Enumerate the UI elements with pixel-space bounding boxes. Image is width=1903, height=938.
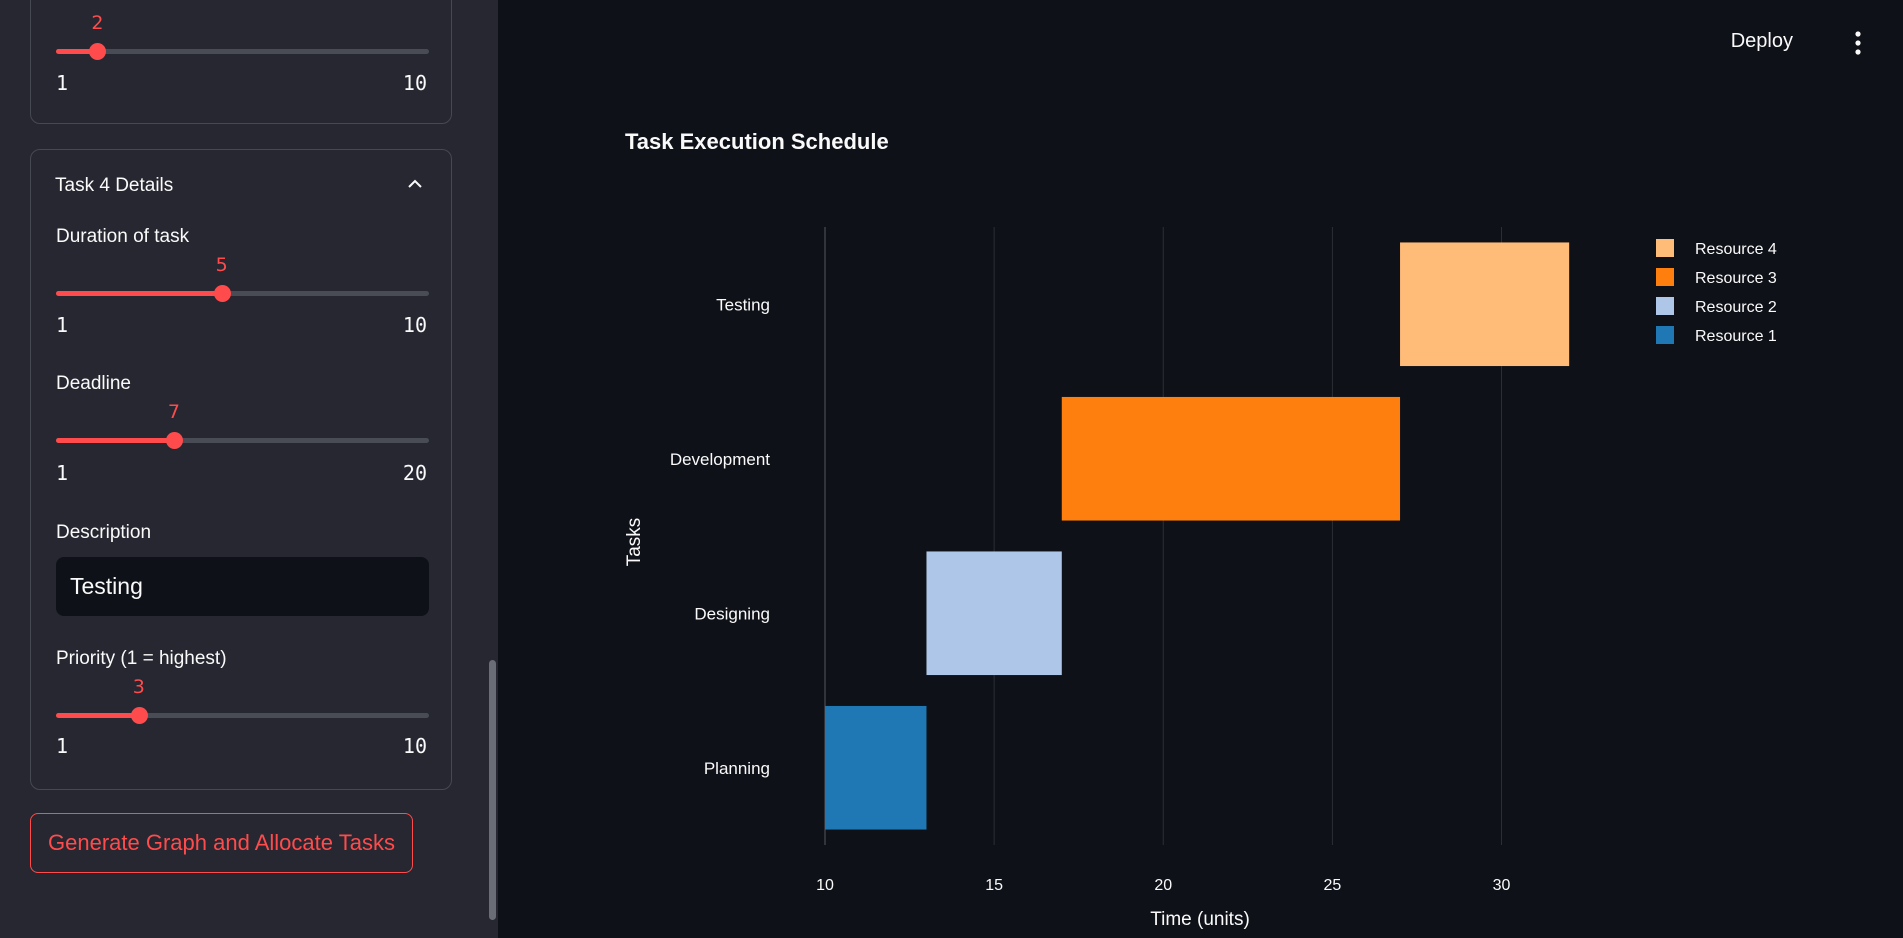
slider-thumb[interactable]: [130, 707, 148, 724]
legend-label: Resource 3: [1695, 270, 1777, 287]
chevron-up-icon[interactable]: [405, 174, 425, 194]
legend-swatch: [1656, 297, 1674, 315]
x-tick-label: 25: [1323, 877, 1341, 894]
slider-value: 2: [91, 12, 104, 34]
slider-fill: [56, 49, 98, 54]
legend-label: Resource 4: [1695, 241, 1777, 258]
chart-grid: [824, 227, 1503, 845]
deploy-button[interactable]: Deploy: [1730, 30, 1793, 52]
chart-bars: [825, 242, 1570, 830]
slider-value: 7: [167, 401, 180, 423]
legend-label: Resource 2: [1695, 299, 1777, 316]
sidebar: 2 1 10 Task 4 Details Duration of task 5…: [0, 0, 498, 938]
sidebar-scrollbar[interactable]: [489, 660, 496, 920]
slider-value: 5: [215, 254, 228, 276]
task4-expander-header[interactable]: Task 4 Details: [55, 175, 174, 196]
y-tick-labels: Planning Designing Development Testing: [670, 295, 770, 778]
y-tick-label: Development: [670, 450, 770, 469]
slider-max: 10: [402, 313, 427, 337]
legend-label: Resource 1: [1695, 328, 1777, 345]
bar-designing[interactable]: [926, 551, 1062, 676]
bar-planning[interactable]: [825, 705, 927, 830]
bar-testing[interactable]: [1400, 242, 1570, 367]
description-input[interactable]: Testing: [56, 557, 429, 616]
legend-swatch: [1656, 239, 1674, 257]
more-options-icon[interactable]: [1853, 30, 1863, 56]
x-axis-label: Time (units): [1150, 909, 1250, 930]
y-tick-label: Planning: [704, 759, 770, 778]
x-tick-label: 20: [1154, 877, 1172, 894]
deadline-slider[interactable]: 7: [56, 401, 429, 449]
duration-slider[interactable]: 5: [56, 254, 429, 302]
y-axis-label: Tasks: [624, 518, 645, 567]
chart-title: Task Execution Schedule: [625, 129, 889, 154]
y-tick-label: Designing: [694, 604, 770, 623]
description-label: Description: [56, 522, 152, 543]
x-tick-label: 10: [816, 877, 834, 894]
task3-priority-slider[interactable]: 2: [56, 12, 429, 60]
x-tick-label: 15: [985, 877, 1003, 894]
slider-max: 20: [402, 461, 427, 485]
legend-swatch: [1656, 326, 1674, 344]
slider-fill: [56, 713, 139, 718]
task4-card: Task 4 Details Duration of task 5 1 10 D…: [30, 149, 452, 790]
slider-min: 1: [56, 461, 69, 485]
slider-thumb[interactable]: [89, 43, 107, 60]
slider-thumb[interactable]: [213, 285, 231, 302]
slider-max: 10: [402, 71, 427, 95]
task3-card: 2 1 10: [30, 0, 452, 124]
slider-fill: [56, 438, 174, 443]
x-tick-label: 30: [1493, 877, 1511, 894]
slider-fill: [56, 291, 222, 296]
deadline-label: Deadline: [56, 373, 131, 394]
slider-thumb[interactable]: [165, 432, 183, 449]
priority-label: Priority (1 = highest): [56, 648, 227, 669]
priority-slider[interactable]: 3: [56, 676, 429, 724]
chart-legend: Resource 4 Resource 3 Resource 2 Resource 1: [1656, 239, 1777, 345]
generate-graph-button[interactable]: Generate Graph and Allocate Tasks: [30, 813, 413, 873]
x-tick-labels: 10 15 20 25 30: [816, 877, 1510, 894]
slider-min: 1: [56, 734, 69, 758]
slider-min: 1: [56, 71, 69, 95]
bar-development[interactable]: [1061, 396, 1401, 521]
y-tick-label: Testing: [716, 295, 770, 314]
slider-min: 1: [56, 313, 69, 337]
duration-label: Duration of task: [56, 226, 190, 247]
legend-swatch: [1656, 268, 1674, 286]
slider-value: 3: [132, 676, 145, 698]
slider-max: 10: [402, 734, 427, 758]
